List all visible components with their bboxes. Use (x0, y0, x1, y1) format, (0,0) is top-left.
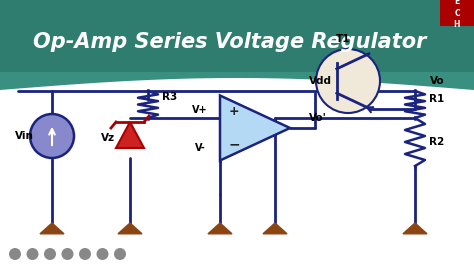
Text: R1: R1 (429, 94, 445, 105)
Polygon shape (220, 95, 290, 160)
Text: R3: R3 (163, 92, 178, 102)
Text: Vin: Vin (15, 131, 34, 141)
Polygon shape (116, 122, 144, 148)
Text: −: − (228, 137, 240, 151)
Circle shape (30, 114, 74, 158)
Text: +: + (228, 105, 239, 118)
Polygon shape (263, 223, 287, 234)
Bar (440, 0, 474, 26)
Circle shape (9, 248, 21, 260)
Text: E
C
H: E C H (454, 0, 460, 29)
Text: V+: V+ (192, 105, 208, 115)
Text: Op-Amp Series Voltage Regulator: Op-Amp Series Voltage Regulator (33, 32, 427, 52)
Bar (0, 0, 474, 90)
Text: Vz: Vz (101, 133, 115, 143)
Circle shape (114, 248, 126, 260)
Bar (0, 72, 474, 90)
Text: Vo: Vo (430, 76, 444, 86)
Text: Vdd: Vdd (309, 76, 331, 86)
Circle shape (27, 248, 38, 260)
Circle shape (44, 248, 56, 260)
Circle shape (79, 248, 91, 260)
Polygon shape (118, 223, 142, 234)
Polygon shape (40, 223, 64, 234)
Text: V-: V- (195, 143, 205, 153)
Circle shape (62, 248, 73, 260)
Text: R2: R2 (429, 137, 445, 147)
Text: T1: T1 (336, 34, 350, 44)
Polygon shape (403, 223, 427, 234)
Polygon shape (208, 223, 232, 234)
Polygon shape (0, 78, 474, 266)
Circle shape (316, 49, 380, 113)
Text: Vo': Vo' (309, 113, 327, 123)
Circle shape (97, 248, 109, 260)
